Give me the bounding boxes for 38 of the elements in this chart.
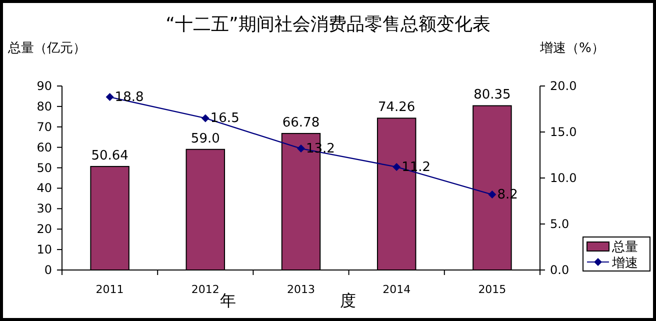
y2-tick-label: 0.0	[550, 263, 570, 277]
y-tick-label: 60	[36, 140, 52, 154]
x-tick-label: 2012	[191, 283, 220, 296]
x-tick-label: 2013	[287, 283, 315, 296]
point	[392, 162, 401, 171]
y2-tick-label: 5.0	[550, 217, 570, 231]
x-tick-label: 2015	[478, 283, 506, 296]
y-axis-title: 总量（亿元）	[7, 41, 86, 56]
data-label: 18.8	[114, 90, 144, 106]
x-tick-label: 2011	[96, 283, 124, 296]
y2-tick-label: 20.0	[550, 79, 577, 93]
y-tick-label: 10	[36, 242, 52, 257]
y-tick-label: 30	[36, 202, 52, 216]
y2-tick-label: 10.0	[550, 171, 577, 185]
y-tick-label: 80	[36, 99, 52, 114]
point	[297, 144, 305, 153]
data-label: 80.35	[474, 88, 511, 103]
point	[106, 93, 114, 102]
legend-label: 总量	[611, 240, 638, 255]
y-tick-label: 0	[44, 263, 52, 277]
chart-title: “十二五”期间社会消费品零售总额变化表	[166, 14, 490, 35]
y-tick-label: 40	[36, 181, 52, 196]
point	[201, 114, 210, 122]
legend-label: 增速	[611, 256, 638, 271]
y-tick-label: 20	[36, 222, 52, 236]
data-label: 16.5	[210, 111, 240, 126]
point	[488, 190, 496, 199]
y-tick-label: 50	[36, 160, 52, 175]
y-tick-label: 70	[36, 120, 52, 134]
data-label: 11.2	[402, 160, 431, 175]
y2-axis-title: 增速（%）	[539, 41, 604, 56]
x-tick-label: 2014	[382, 283, 411, 296]
y-tick-label: 90	[36, 79, 52, 93]
data-label: 50.64	[91, 148, 128, 164]
data-label: 74.26	[378, 100, 416, 116]
data-label: 59.0	[190, 131, 220, 146]
data-label: 66.78	[282, 115, 320, 130]
y2-tick-label: 15.0	[550, 125, 577, 139]
